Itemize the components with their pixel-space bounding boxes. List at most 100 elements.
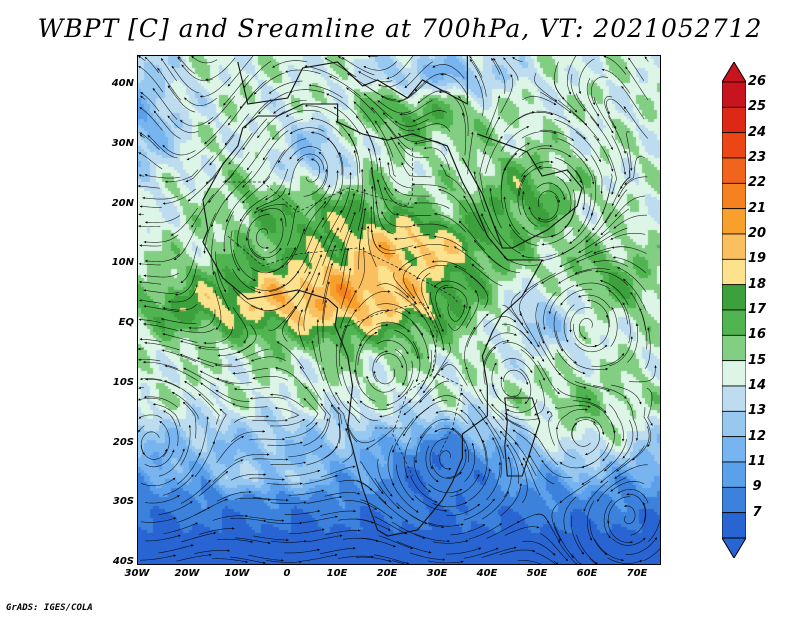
streamline <box>431 260 467 271</box>
streamline-arrow <box>575 284 579 287</box>
streamline <box>302 475 338 485</box>
streamline <box>639 307 648 350</box>
streamline-arrow <box>460 523 464 526</box>
streamline-arrow <box>592 260 596 264</box>
streamline <box>433 342 451 379</box>
streamline <box>378 244 414 251</box>
streamline <box>237 324 257 353</box>
streamline <box>512 429 541 457</box>
streamline <box>286 251 310 285</box>
streamline-arrow <box>624 396 627 399</box>
streamline-arrow <box>363 188 366 192</box>
streamline <box>215 389 250 402</box>
streamline-arrow <box>305 386 308 390</box>
streamline-arrow <box>334 553 338 557</box>
streamline-arrow <box>285 419 288 422</box>
streamline <box>451 427 469 463</box>
streamline <box>603 500 613 539</box>
streamline-arrow <box>616 469 619 472</box>
streamline <box>414 495 448 512</box>
streamline <box>522 191 538 227</box>
streamline-arrow <box>412 223 415 227</box>
streamline-arrow <box>435 479 439 482</box>
streamline <box>483 316 517 328</box>
streamline <box>610 384 642 405</box>
streamline <box>139 299 162 304</box>
streamline-arrow <box>152 88 156 91</box>
streamline <box>481 547 517 558</box>
streamline <box>216 436 245 464</box>
streamline-arrow <box>254 91 257 95</box>
streamline <box>481 491 509 520</box>
streamline-arrow <box>492 416 496 419</box>
streamline-arrow <box>377 100 381 103</box>
streamline-arrow <box>554 99 558 102</box>
streamline-arrow <box>164 449 168 452</box>
streamline <box>324 423 340 459</box>
streamline-arrow <box>282 478 285 481</box>
streamline <box>450 474 480 497</box>
streamline <box>499 483 522 517</box>
streamline <box>435 410 468 425</box>
streamline-arrow <box>139 107 143 110</box>
streamline <box>399 99 433 115</box>
streamline-arrow <box>611 246 615 249</box>
streamline-arrow <box>205 181 209 184</box>
streamline <box>320 547 356 555</box>
streamline <box>322 299 327 343</box>
streamline <box>541 265 575 284</box>
streamline-arrow <box>514 333 517 336</box>
streamline-arrow <box>185 179 189 183</box>
streamline <box>143 289 180 294</box>
streamline-arrow <box>161 349 165 352</box>
streamline <box>428 522 464 527</box>
streamline <box>447 304 465 322</box>
streamline-arrow <box>286 498 289 502</box>
streamline-arrow <box>523 174 526 178</box>
streamline <box>558 541 577 564</box>
streamline <box>329 75 361 97</box>
streamline <box>288 445 323 458</box>
streamline <box>234 497 271 501</box>
streamline-arrow <box>549 144 553 148</box>
streamline-arrow <box>583 108 586 112</box>
streamline <box>338 555 374 559</box>
streamline-arrow <box>514 442 518 445</box>
streamline <box>145 378 181 389</box>
streamline <box>558 269 592 284</box>
streamline-arrow <box>182 448 185 452</box>
streamline <box>320 466 356 478</box>
streamline <box>358 247 365 289</box>
africa-coastline <box>202 103 544 537</box>
streamline-arrow <box>319 235 322 239</box>
streamline-arrow <box>367 148 371 151</box>
streamline <box>268 290 300 312</box>
streamline-arrow <box>138 318 142 321</box>
streamline-arrow <box>513 319 517 323</box>
streamline-arrow <box>565 339 569 343</box>
streamline <box>194 550 230 554</box>
streamline-arrow <box>209 553 212 557</box>
streamline-arrow <box>451 428 455 431</box>
streamline-arrow <box>463 195 466 199</box>
streamline-arrow <box>223 289 226 293</box>
streamline <box>239 195 268 222</box>
streamline-arrow <box>595 562 598 564</box>
streamline <box>262 130 289 161</box>
streamline <box>557 176 572 214</box>
streamline <box>248 554 284 561</box>
streamline-arrow <box>474 240 477 243</box>
streamline <box>610 481 645 492</box>
streamline-arrow <box>503 57 506 61</box>
streamline-arrow <box>428 489 431 493</box>
streamline <box>462 112 467 156</box>
streamline-arrow <box>203 341 207 345</box>
streamline <box>302 554 338 562</box>
streamline-arrow <box>242 185 245 188</box>
streamline <box>468 468 491 502</box>
streamline-arrow <box>583 336 587 339</box>
streamline <box>363 83 397 100</box>
streamline-arrow <box>610 168 614 172</box>
streamline <box>412 110 447 122</box>
streamline <box>431 464 462 479</box>
